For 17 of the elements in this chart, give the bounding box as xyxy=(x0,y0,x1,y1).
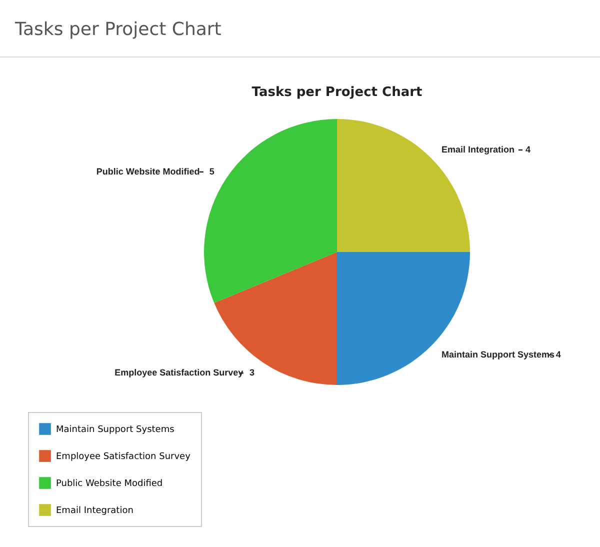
legend-label: Public Website Modified xyxy=(56,479,163,489)
legend-label: Maintain Support Systems xyxy=(56,425,175,435)
pie-slice xyxy=(337,119,470,252)
text: Tasks per Project Chart xyxy=(14,19,222,40)
slice-label: Maintain Support Systems xyxy=(442,350,555,360)
legend-label: Employee Satisfaction Survey xyxy=(56,452,192,462)
slice-label: Public Website Modified xyxy=(96,166,200,176)
slice-label: Employee Satisfaction Survey xyxy=(114,368,244,378)
data-label: 4 xyxy=(556,350,561,360)
pie-slice xyxy=(214,252,337,385)
chart-title: Tasks per Project Chart xyxy=(252,85,422,100)
slice-label: Email Integration xyxy=(442,144,515,154)
legend-label: Email Integration xyxy=(56,506,134,516)
pie-slice xyxy=(204,119,337,303)
data-label: 4 xyxy=(525,144,530,154)
data-label: 5 xyxy=(209,166,214,176)
data-label: 3 xyxy=(249,368,254,378)
